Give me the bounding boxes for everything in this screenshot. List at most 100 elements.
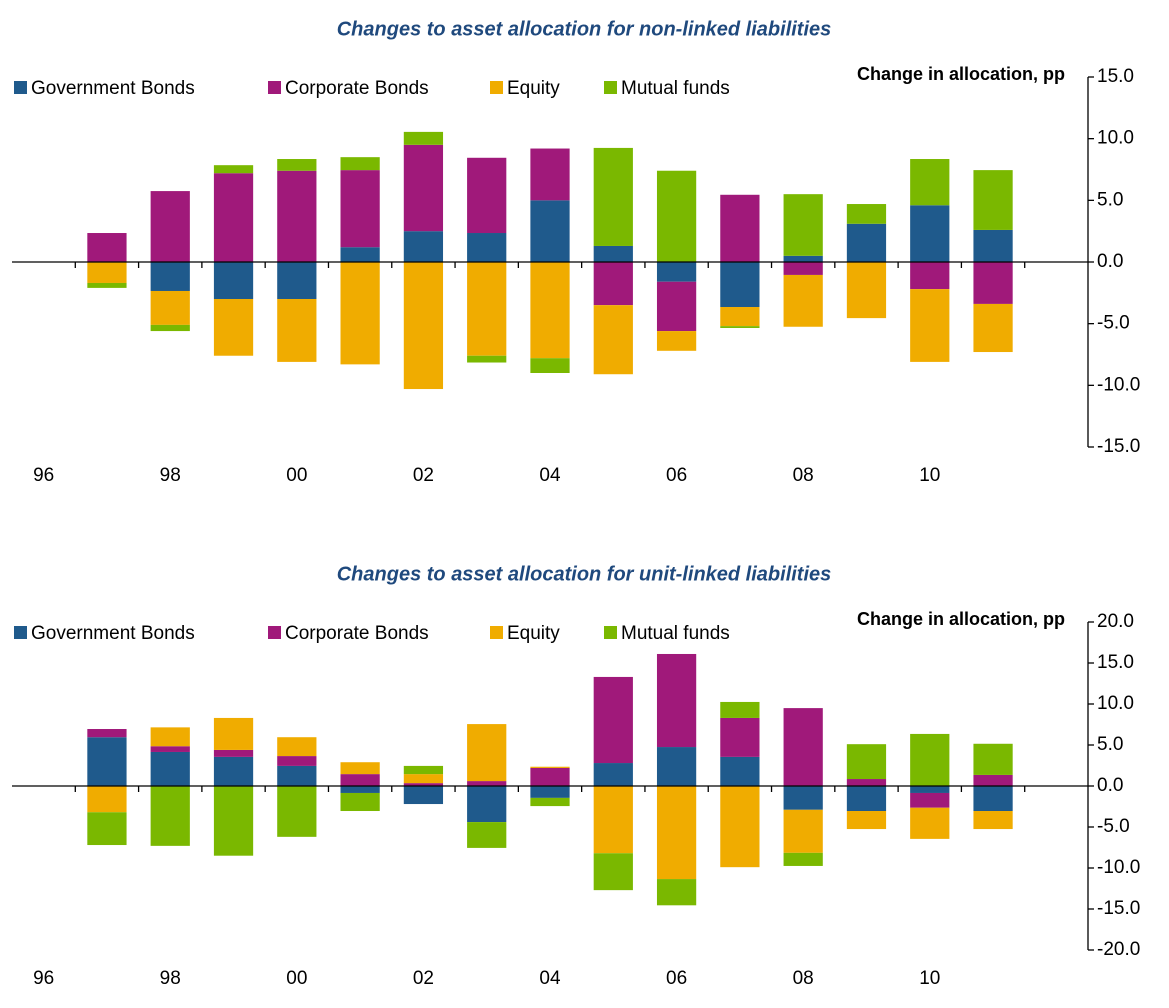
bar-segment bbox=[973, 303, 1013, 353]
bar-segment bbox=[656, 170, 697, 262]
x-tick-label: 02 bbox=[413, 968, 434, 989]
bar-segment bbox=[340, 792, 380, 812]
legend-swatch bbox=[14, 626, 27, 639]
bar-segment bbox=[973, 170, 1013, 230]
y-tick-label: 15.0 bbox=[1097, 652, 1134, 673]
bar-segment bbox=[403, 786, 444, 805]
bar-segment bbox=[846, 223, 887, 262]
bar-segment bbox=[87, 282, 127, 288]
bar-segment bbox=[530, 358, 570, 373]
bar-segment bbox=[340, 774, 380, 786]
bar-segment bbox=[277, 737, 317, 757]
bar-segment bbox=[213, 173, 254, 262]
bar-segment bbox=[213, 165, 254, 174]
x-tick-label: 96 bbox=[33, 968, 54, 989]
bar-segment bbox=[467, 786, 507, 823]
bar-segment bbox=[403, 131, 444, 145]
y-tick-label: -10.0 bbox=[1097, 374, 1140, 395]
bar-segment bbox=[593, 147, 633, 246]
bar-segment bbox=[783, 262, 823, 275]
bar-segment bbox=[846, 744, 887, 780]
bar-segment bbox=[403, 783, 444, 786]
legend-label: Mutual funds bbox=[621, 78, 730, 99]
bar-segment bbox=[277, 170, 317, 262]
bar-segment bbox=[277, 765, 317, 786]
y-tick-label: 15.0 bbox=[1097, 66, 1134, 87]
bar-segment bbox=[720, 756, 760, 786]
bar-segment bbox=[530, 262, 570, 359]
y-tick-label: 5.0 bbox=[1097, 189, 1123, 210]
bar-segment bbox=[213, 262, 254, 299]
legend-label: Corporate Bonds bbox=[285, 78, 429, 99]
bar-segment bbox=[150, 746, 190, 752]
bar-segment bbox=[720, 262, 760, 308]
bar-segment bbox=[846, 811, 887, 830]
bar-segment bbox=[720, 326, 760, 328]
bar-segment bbox=[593, 245, 633, 262]
chart-title: Changes to asset allocation for non-link… bbox=[337, 18, 832, 40]
y-tick-label: -5.0 bbox=[1097, 313, 1130, 334]
bar-segment bbox=[846, 204, 887, 224]
bar-segment bbox=[910, 262, 950, 290]
bar-segment bbox=[277, 786, 317, 837]
bar-segment bbox=[87, 812, 127, 846]
bar-segment bbox=[150, 727, 190, 747]
bar-segment bbox=[973, 229, 1013, 262]
bar-segment bbox=[910, 733, 950, 786]
y-tick-label: 0.0 bbox=[1097, 251, 1123, 272]
bar-segment bbox=[467, 822, 507, 848]
bar-segment bbox=[656, 262, 697, 282]
bar-segment bbox=[783, 255, 823, 262]
bar-segment bbox=[213, 717, 254, 750]
bar-segment bbox=[973, 786, 1013, 812]
bar-segment bbox=[467, 781, 507, 786]
bar-segment bbox=[783, 786, 823, 810]
x-tick-label: 10 bbox=[919, 968, 940, 989]
bar-segment bbox=[720, 717, 760, 757]
legend-label: Corporate Bonds bbox=[285, 623, 429, 644]
bar-segment bbox=[783, 194, 823, 256]
legend-swatch bbox=[268, 626, 281, 639]
bar-segment bbox=[277, 159, 317, 171]
bar-segment bbox=[467, 262, 507, 356]
bar-segment bbox=[530, 766, 570, 768]
bar-segment bbox=[150, 786, 190, 846]
x-tick-label: 06 bbox=[666, 465, 687, 486]
x-tick-label: 04 bbox=[539, 465, 561, 486]
bar-segment bbox=[87, 737, 127, 786]
bar-segment bbox=[593, 262, 633, 306]
bar-segment bbox=[593, 763, 633, 786]
bar-segment bbox=[403, 774, 444, 784]
bar-segment bbox=[213, 749, 254, 757]
x-tick-label: 04 bbox=[539, 968, 561, 989]
y-tick-label: 10.0 bbox=[1097, 128, 1134, 149]
bar-segment bbox=[150, 290, 190, 325]
bar-segment bbox=[656, 786, 697, 880]
bar-segment bbox=[846, 262, 887, 319]
x-tick-label: 06 bbox=[666, 968, 687, 989]
y-tick-label: -20.0 bbox=[1097, 939, 1140, 960]
bar-segment bbox=[720, 786, 760, 868]
legend-swatch bbox=[604, 81, 617, 94]
bar-segment bbox=[467, 233, 507, 262]
y-tick-label: 0.0 bbox=[1097, 775, 1123, 796]
bar-segment bbox=[467, 355, 507, 363]
x-tick-label: 10 bbox=[919, 465, 940, 486]
bar-segment bbox=[973, 743, 1013, 775]
bar-segment bbox=[846, 786, 887, 812]
legend-swatch bbox=[14, 81, 27, 94]
bar-segment bbox=[783, 708, 823, 786]
bar-segment bbox=[277, 299, 317, 362]
x-tick-label: 00 bbox=[286, 465, 307, 486]
bar-segment bbox=[530, 200, 570, 262]
bar-segment bbox=[87, 233, 127, 262]
bar-segment bbox=[530, 767, 570, 786]
x-tick-label: 96 bbox=[33, 465, 54, 486]
y-axis-label: Change in allocation, pp bbox=[857, 609, 1065, 629]
bar-segment bbox=[783, 274, 823, 327]
bar-segment bbox=[973, 811, 1013, 830]
y-tick-label: -5.0 bbox=[1097, 816, 1130, 837]
bar-segment bbox=[87, 262, 127, 283]
bar-segment bbox=[530, 786, 570, 798]
bar-segment bbox=[910, 205, 950, 262]
